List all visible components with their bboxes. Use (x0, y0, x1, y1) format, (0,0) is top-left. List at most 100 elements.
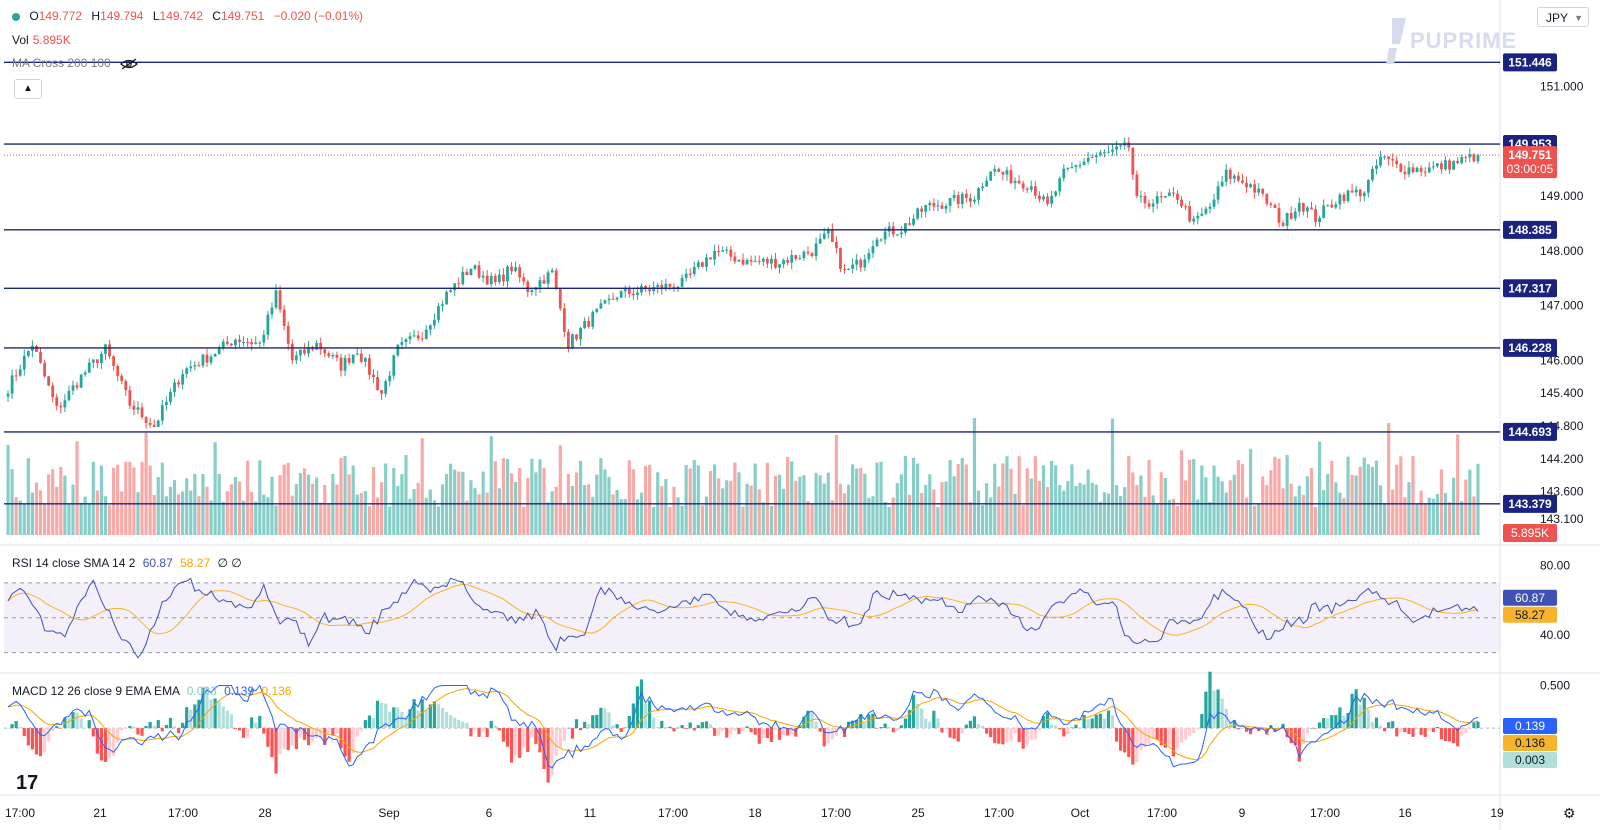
time-tick-label: 11 (584, 806, 597, 820)
volume-bar (1330, 460, 1334, 535)
volume-bar (623, 499, 627, 535)
volume-bar (144, 432, 148, 535)
candle-body (1261, 188, 1265, 194)
low-value: 149.742 (159, 9, 203, 23)
rsi-sma-line (7, 583, 1479, 636)
volume-bar (1123, 487, 1127, 535)
candle-body (940, 205, 944, 209)
candle-body (1196, 215, 1200, 219)
volume-bar (388, 506, 392, 535)
volume-bar (607, 476, 611, 535)
volume-bar (1082, 484, 1086, 535)
macd-hist-bar (1476, 721, 1480, 729)
volume-bar (1472, 496, 1476, 535)
candle-body (1342, 194, 1346, 202)
macd-hist-bar (1062, 728, 1066, 737)
macd-hist-bar (753, 728, 757, 735)
candle-body (1009, 170, 1013, 184)
candle-body (266, 314, 270, 335)
volume-bar (1224, 492, 1228, 535)
macd-hist-bar (189, 709, 193, 729)
macd-hist-bar (489, 720, 493, 729)
macd-hist-bar (359, 728, 363, 732)
candle-body (1086, 157, 1090, 162)
candle-body (709, 257, 712, 260)
macd-hist-bar (1285, 728, 1289, 738)
candle-body (591, 311, 595, 327)
volume-bar (643, 465, 648, 535)
macd-tick-label: 0.500 (1540, 679, 1570, 693)
candle-body (526, 281, 530, 293)
candle-body (790, 255, 794, 263)
currency-select[interactable]: JPY ▼ (1537, 7, 1589, 27)
change-value: −0.020 (−0.01%) (273, 9, 364, 23)
candle-body (1411, 167, 1415, 173)
candle-body (717, 250, 721, 252)
candle-body (530, 289, 534, 293)
volume-bar (282, 464, 286, 535)
candle-body (753, 261, 757, 263)
macd-hist-bar (599, 707, 603, 729)
volume-bar (1216, 476, 1220, 535)
candle-body (14, 375, 18, 377)
macd-hist-bar (250, 717, 254, 729)
candle-body (611, 298, 615, 300)
macd-hist-bar (786, 728, 790, 736)
candle-body (124, 380, 128, 391)
volume-bar (635, 499, 640, 535)
candle-body (1135, 174, 1139, 197)
macd-hist-bar (883, 723, 887, 729)
volume-bar (1370, 466, 1374, 535)
volume-legend[interactable]: Vol 5.895K (12, 33, 71, 47)
volume-bar (1460, 501, 1464, 535)
candle-body (246, 341, 250, 343)
volume-bar (1037, 481, 1042, 535)
collapse-legend-button[interactable]: ▲ (14, 79, 42, 99)
gear-icon[interactable]: ⚙ (1563, 805, 1576, 821)
time-tick-label: 17:00 (168, 806, 198, 820)
macd-hist-bar (1297, 728, 1301, 762)
macd-hist-bar (952, 728, 956, 739)
volume-bar (1167, 499, 1171, 535)
macd-hist-bar (1139, 728, 1143, 751)
candle-body (43, 362, 46, 377)
candle-body (445, 291, 448, 305)
candle-body (22, 355, 26, 370)
macd-line (7, 684, 1479, 769)
macd-hist-bar (1110, 715, 1115, 729)
candle-body (1058, 178, 1062, 192)
candle-body (258, 342, 262, 344)
hidden-eye-icon[interactable] (120, 58, 138, 70)
macd-hist-bar (1192, 728, 1196, 734)
ma-cross-legend[interactable]: MA Cross 200 100 (12, 56, 138, 70)
candle-body (631, 293, 635, 296)
volume-bar (339, 457, 343, 535)
macd-hist-bar (798, 725, 802, 729)
macd-hist-bar (1257, 728, 1261, 732)
volume-bar (514, 481, 518, 535)
candle-body (1143, 195, 1147, 204)
macd-hist-bar (1326, 718, 1330, 729)
macd-legend[interactable]: MACD 12 26 close 9 EMA EMA 0.003 0.139 0… (12, 684, 292, 698)
volume-bar (794, 480, 798, 535)
time-tick-label: 9 (1239, 806, 1246, 820)
macd-hist-bar (38, 728, 43, 757)
macd-hist-bar (875, 728, 879, 729)
macd-hist-bar (672, 728, 676, 732)
candle-body (1176, 193, 1179, 200)
volume-bar (879, 461, 883, 535)
tradingview-logo[interactable]: 17 (16, 772, 39, 794)
macd-hist-bar (684, 728, 688, 729)
volume-bar (903, 456, 908, 535)
volume-bar (213, 442, 217, 535)
candle-body (607, 298, 611, 301)
candle-body (363, 358, 367, 362)
volume-bar (1431, 498, 1435, 535)
candle-body (315, 342, 319, 350)
volume-bar (603, 469, 607, 535)
candle-body (1062, 168, 1066, 179)
candle-body (1021, 183, 1025, 189)
rsi-legend[interactable]: RSI 14 close SMA 14 2 60.87 58.27 ∅ ∅ (12, 556, 242, 570)
macd-hist-bar (721, 728, 725, 732)
